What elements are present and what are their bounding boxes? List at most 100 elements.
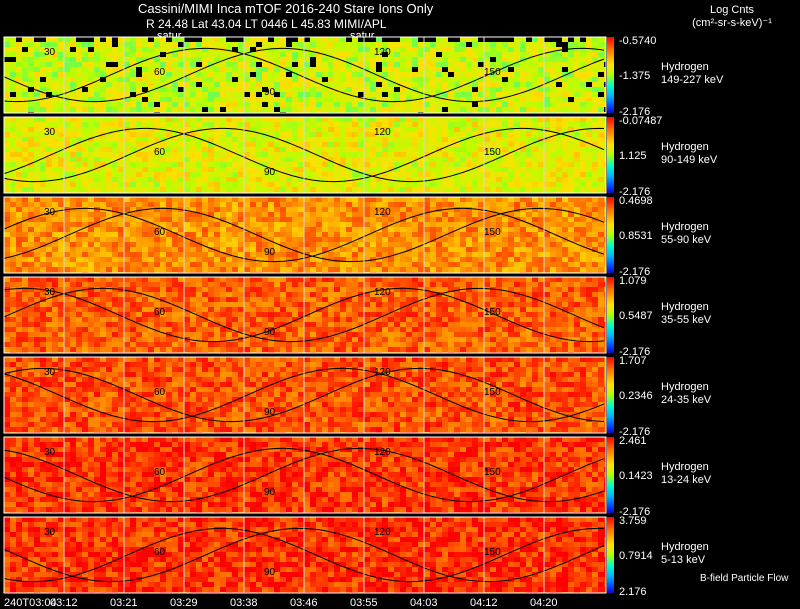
colorbar-max-label: -0.5740 — [619, 35, 657, 47]
contour-label: 120 — [374, 207, 391, 218]
x-tick-label: 03:12 — [50, 597, 78, 609]
contour-label: 60 — [154, 147, 166, 158]
colorbar-mid-label: -1.375 — [619, 70, 651, 82]
colorbar-min-label: -2.176 — [619, 186, 651, 198]
contour-label: 120 — [374, 527, 391, 538]
contour-label: 150 — [484, 227, 501, 238]
x-tick-label: 03:55 — [350, 597, 378, 609]
contour-label: 150 — [484, 387, 501, 398]
colorbar — [607, 437, 614, 513]
x-tick-label: 04:03 — [410, 597, 438, 609]
contour-label: 30 — [44, 447, 56, 458]
energy-range: 35-55 keV — [661, 314, 712, 326]
contour-label: 120 — [374, 127, 391, 138]
contour-label: 30 — [44, 47, 56, 58]
colorbar — [607, 517, 614, 593]
panel-7: 30 60 90 120 150 — [3, 516, 607, 594]
contour-label: 30 — [44, 367, 56, 378]
contour-label: 120 — [374, 367, 391, 378]
panel-3: 30 60 90 120 150 — [3, 196, 607, 274]
contour-label: 30 — [44, 207, 56, 218]
energy-range: 24-35 keV — [661, 394, 712, 406]
species-name: Hydrogen — [661, 141, 709, 153]
panel-border — [3, 356, 607, 434]
colorbar-min-label: -2.176 — [619, 506, 651, 518]
contour-label: 90 — [264, 487, 276, 498]
panel-4: 30 60 90 120 150 — [3, 276, 607, 354]
contour-label: 60 — [154, 227, 166, 238]
contour-label: 90 — [264, 567, 276, 578]
contour-label: 150 — [484, 307, 501, 318]
species-name: Hydrogen — [661, 541, 709, 553]
colorbar-max-label: 0.4698 — [619, 195, 653, 207]
colorbar — [607, 37, 614, 113]
colorbar-max-label: 1.079 — [619, 275, 647, 287]
contour-label: 90 — [264, 167, 276, 178]
x-tick-label: 03:21 — [110, 597, 138, 609]
colorbar — [607, 277, 614, 353]
panel-border — [3, 436, 607, 514]
contour-label: 90 — [264, 407, 276, 418]
footnote: B-field Particle Flow — [700, 573, 789, 584]
chart-subtitle: R 24.48 Lat 43.04 LT 0446 L 45.83 MIMI/A… — [146, 17, 387, 31]
panel-border — [3, 276, 607, 354]
energy-range: 90-149 keV — [661, 154, 718, 166]
x-tick-label: 240T03:04 — [4, 597, 57, 609]
species-name: Hydrogen — [661, 61, 709, 73]
colorbar — [607, 197, 614, 273]
contour-label: 60 — [154, 67, 166, 78]
contour-label: 120 — [374, 47, 391, 58]
species-label: Hydrogen 90-149 keV — [661, 141, 717, 167]
species-name: Hydrogen — [661, 221, 709, 233]
contour-label: 60 — [154, 387, 166, 398]
colorbar-mid-label: 0.2346 — [619, 390, 653, 402]
species-name: Hydrogen — [661, 381, 709, 393]
colorbar — [607, 357, 614, 433]
species-label: Hydrogen 149-227 keV — [661, 61, 723, 87]
colorbar-mid-label: 0.1423 — [619, 470, 653, 482]
colorbar-min-label: -2.176 — [619, 106, 651, 118]
species-name: Hydrogen — [661, 301, 709, 313]
species-label: Hydrogen 24-35 keV — [661, 381, 711, 407]
contour-label: 120 — [374, 447, 391, 458]
energy-range: 5-13 keV — [661, 554, 706, 566]
panel-5: 30 60 90 120 150 — [3, 356, 607, 434]
colorbar-max-label: 3.759 — [619, 515, 647, 527]
colorbar-max-label: 1.707 — [619, 355, 647, 367]
contour-label: 150 — [484, 547, 501, 558]
x-tick-label: 03:46 — [290, 597, 318, 609]
x-tick-label: 04:20 — [530, 597, 558, 609]
contour-label: 60 — [154, 547, 166, 558]
colorbar-title-line1: Log Cnts — [709, 4, 755, 16]
panel-border — [3, 196, 607, 274]
panel-2: 30 60 90 120 150 — [3, 116, 607, 194]
panel-border — [3, 516, 607, 594]
energy-range: 149-227 keV — [661, 74, 724, 86]
colorbar-mid-label: 0.8531 — [619, 230, 653, 242]
contour-label: 30 — [44, 527, 56, 538]
colorbar-max-label: 2.461 — [619, 435, 647, 447]
species-label: Hydrogen 35-55 keV — [661, 301, 711, 327]
contour-label: 150 — [484, 467, 501, 478]
species-label: Hydrogen 55-90 keV — [661, 221, 711, 247]
colorbar-min-label: -2.176 — [619, 346, 651, 358]
colorbar — [607, 117, 614, 193]
colorbar-title: Log Cnts (cm²-sr-s-keV)⁻¹ — [686, 4, 778, 30]
contour-label: 30 — [44, 127, 56, 138]
contour-label: 60 — [154, 467, 166, 478]
energy-range: 55-90 keV — [661, 234, 712, 246]
x-tick-label: 03:29 — [170, 597, 198, 609]
contour-label: 150 — [484, 67, 501, 78]
colorbar-mid-label: 1.125 — [619, 150, 647, 162]
panel-border — [3, 116, 607, 194]
panel-border — [3, 36, 607, 114]
contour-label: 60 — [154, 307, 166, 318]
energy-range: 13-24 keV — [661, 474, 712, 486]
colorbar-min-label: 2.176 — [619, 586, 647, 598]
species-label: Hydrogen 5-13 keV — [661, 541, 709, 567]
contour-label: 90 — [264, 247, 276, 258]
colorbar-mid-label: 0.7914 — [619, 550, 653, 562]
contour-label: 120 — [374, 287, 391, 298]
x-tick-label: 03:38 — [230, 597, 258, 609]
